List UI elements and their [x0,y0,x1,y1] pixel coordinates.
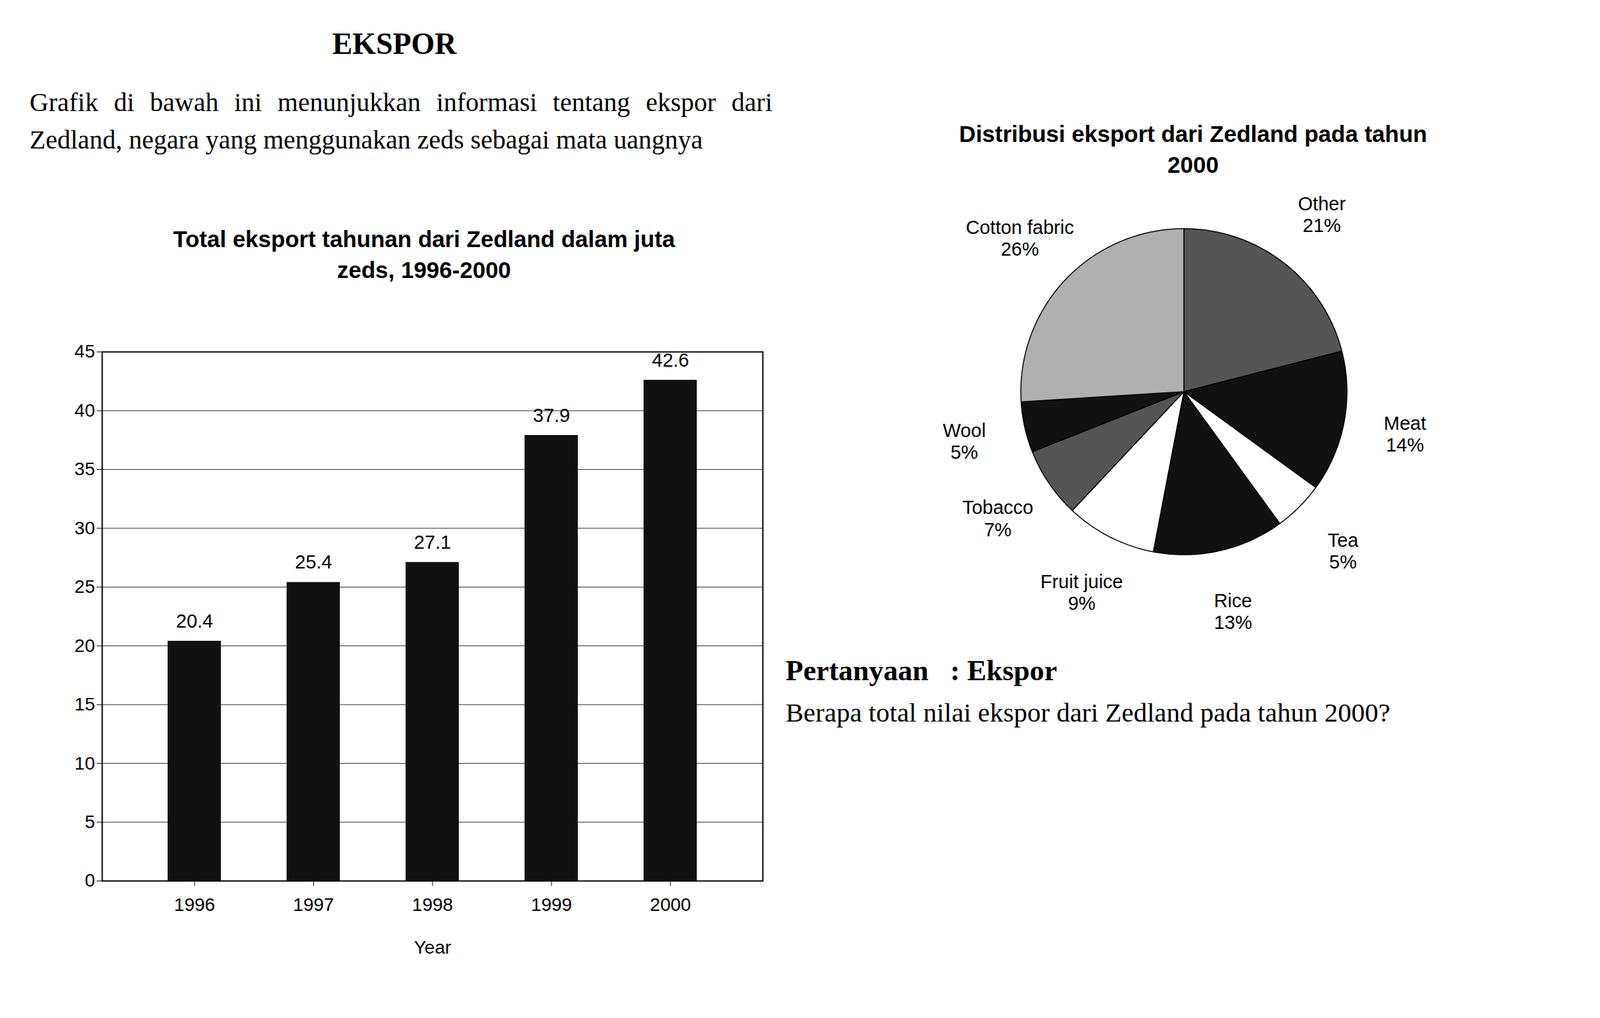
svg-text:20: 20 [74,635,95,657]
svg-text:40: 40 [74,400,95,421]
svg-text:Rice13%: Rice13% [1214,590,1253,634]
svg-text:1996: 1996 [174,894,215,916]
svg-text:Tobacco7%: Tobacco7% [962,496,1034,540]
svg-text:Year: Year [414,937,452,958]
svg-text:0: 0 [84,870,96,891]
svg-text:Wool5%: Wool5% [942,420,987,463]
svg-text:37.9: 37.9 [533,404,570,426]
svg-text:25: 25 [74,576,95,597]
svg-text:30: 30 [74,517,95,539]
svg-text:42.6: 42.6 [652,349,689,371]
svg-text:Other21%: Other21% [1298,193,1347,236]
svg-text:Cotton fabric26%: Cotton fabric26% [965,216,1074,260]
html-text:EKSPOR: EKSPOR [332,26,457,61]
html-text:Pertanyaan : Ekspor: Pertanyaan : Ekspor [785,654,1058,687]
svg-text:25.4: 25.4 [295,551,332,573]
svg-text:10: 10 [74,753,95,774]
html-text:Total eksport tahunan dari Zed: Total eksport tahunan dari Zedland dalam… [173,226,675,283]
svg-text:2000: 2000 [650,894,691,916]
svg-text:15: 15 [74,694,95,715]
svg-text:5: 5 [84,811,96,833]
svg-text:27.1: 27.1 [414,531,451,553]
svg-text:1997: 1997 [293,894,334,916]
svg-text:45: 45 [74,341,95,362]
svg-text:Tea5%: Tea5% [1327,529,1360,573]
svg-text:1998: 1998 [412,894,453,916]
svg-text:1999: 1999 [531,894,572,916]
svg-text:Fruit juice9%: Fruit juice9% [1040,571,1124,614]
svg-text:20.4: 20.4 [176,610,213,632]
svg-text:Meat14%: Meat14% [1383,412,1426,456]
html-text:Grafik di bawah ini menunjukka: Grafik di bawah ini menunjukkan informas… [29,87,773,155]
html-text:Berapa total nilai ekspor dari: Berapa total nilai ekspor dari Zedland p… [785,697,1391,728]
svg-text:35: 35 [74,458,95,480]
html-text:Distribusi eksport dari Zedlan: Distribusi eksport dari Zedland pada tah… [959,120,1428,178]
